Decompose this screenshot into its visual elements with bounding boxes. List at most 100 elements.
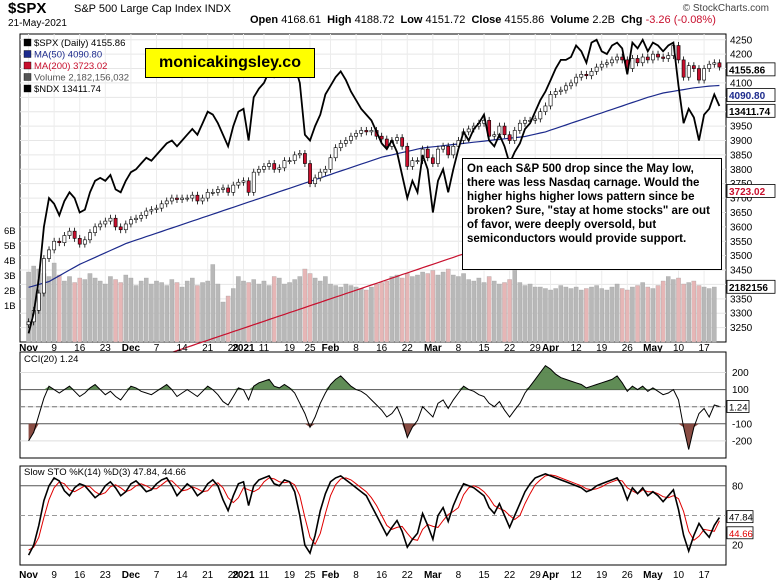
sto-x-label: 15 <box>478 570 490 581</box>
sto-x-label: 17 <box>699 570 711 581</box>
candle-body <box>103 220 108 225</box>
cci-line <box>28 365 720 450</box>
candle-body <box>251 171 256 193</box>
volume-bar <box>51 262 57 343</box>
volume-bar <box>205 280 210 343</box>
candle-body <box>651 53 655 61</box>
volume-bar <box>712 286 717 343</box>
price-x-label: 17 <box>699 343 711 354</box>
candle-body <box>354 133 358 137</box>
volume-bar <box>614 283 620 343</box>
price-tick-label: 3300 <box>730 309 753 320</box>
volume-bar <box>271 276 277 343</box>
candle-body <box>594 66 599 72</box>
price-x-label: 19 <box>284 343 296 354</box>
candle-body <box>139 215 144 219</box>
sto-x-label: 2021 <box>232 570 255 581</box>
volume-bar <box>492 280 497 343</box>
candle-body <box>195 194 200 202</box>
candle-body <box>154 207 159 210</box>
legend-ma200: MA(200) 3723.02 <box>34 61 107 72</box>
candle-body <box>205 192 210 199</box>
price-tick-label: 3700 <box>730 194 753 205</box>
candle-body <box>169 197 174 202</box>
volume-bar <box>118 282 123 343</box>
volume-bar <box>507 279 512 343</box>
price-x-label: 10 <box>673 343 685 354</box>
volume-bar <box>435 274 441 343</box>
volume-bar <box>164 285 169 343</box>
candle-body <box>676 45 681 61</box>
ndx-tag-box <box>726 103 776 118</box>
sto-x-label: 19 <box>284 570 296 581</box>
volume-bar <box>553 288 558 343</box>
volume-bar <box>630 286 635 343</box>
sto-x-label: 10 <box>673 570 685 581</box>
volume-bar <box>660 280 666 343</box>
price-x-label: Dec <box>122 343 141 354</box>
candle-body <box>113 217 118 228</box>
sto-k-value: 47.84 <box>729 513 753 524</box>
volume-bar <box>466 279 471 343</box>
candle-body <box>47 249 51 259</box>
price-x-label: 23 <box>100 343 112 354</box>
volume-bar <box>318 280 323 343</box>
open-value: 4168.61 <box>281 14 321 26</box>
volume-bar <box>532 286 538 343</box>
sto-x-label: 21 <box>202 570 214 581</box>
volume-bar <box>691 280 697 343</box>
volume-bar <box>579 289 584 343</box>
candle-body <box>697 68 701 81</box>
volume-bar <box>481 282 487 343</box>
price-tick-label: 3250 <box>730 323 753 334</box>
candle-body <box>118 226 123 231</box>
volume-bar <box>374 283 379 343</box>
candle-body <box>108 217 113 222</box>
candle-body <box>507 134 512 141</box>
sto-x-label: 23 <box>100 570 112 581</box>
volume-bar <box>246 282 251 343</box>
volume-bar <box>231 288 236 343</box>
candle-body <box>164 200 169 205</box>
volume-tick-label: 3B <box>4 271 16 282</box>
volume-tick-label: 6B <box>4 226 16 237</box>
open-label: Open <box>250 14 279 26</box>
legend-ndx: $NDX 13411.74 <box>34 84 101 95</box>
sto-tick-label: 20 <box>732 541 744 552</box>
candle-body <box>82 239 87 245</box>
volume-bar <box>527 283 533 343</box>
price-x-label: 9 <box>51 343 57 354</box>
candle-body <box>415 160 420 162</box>
cci-tick-label: -200 <box>732 436 752 447</box>
sto-x-label: 8 <box>456 570 462 581</box>
sto-d-line <box>28 474 720 551</box>
volume-bar <box>82 279 88 343</box>
price-tick-label: 3650 <box>730 208 753 219</box>
volume-bar <box>154 280 159 343</box>
candle-body <box>584 73 589 77</box>
volume-bar <box>599 288 604 343</box>
candle-body <box>579 73 584 78</box>
price-tick-label: 3350 <box>730 294 753 305</box>
candle-body <box>52 240 57 251</box>
volume-bar <box>671 279 676 343</box>
volume-bar <box>502 282 507 343</box>
volume-bar <box>456 276 461 343</box>
volume-bar <box>169 279 175 343</box>
volume-tick-label: 2B <box>4 286 16 297</box>
sto-x-label: 9 <box>51 570 57 581</box>
price-tick-label: 3900 <box>730 136 753 147</box>
volume-bar <box>215 283 221 343</box>
price-x-label: 29 <box>530 343 542 354</box>
volume-bar <box>149 283 154 343</box>
volume-tag: 2182156 <box>729 283 768 294</box>
symbol: $SPX <box>8 0 47 17</box>
volume-bar <box>476 277 482 343</box>
candle-body <box>42 258 46 294</box>
price-tick-label: 4200 <box>730 50 753 61</box>
candle-body <box>553 91 558 95</box>
candle-body <box>98 223 103 228</box>
volume-bar <box>348 285 354 343</box>
volume-bar <box>706 288 712 343</box>
volume-bar <box>220 301 226 343</box>
